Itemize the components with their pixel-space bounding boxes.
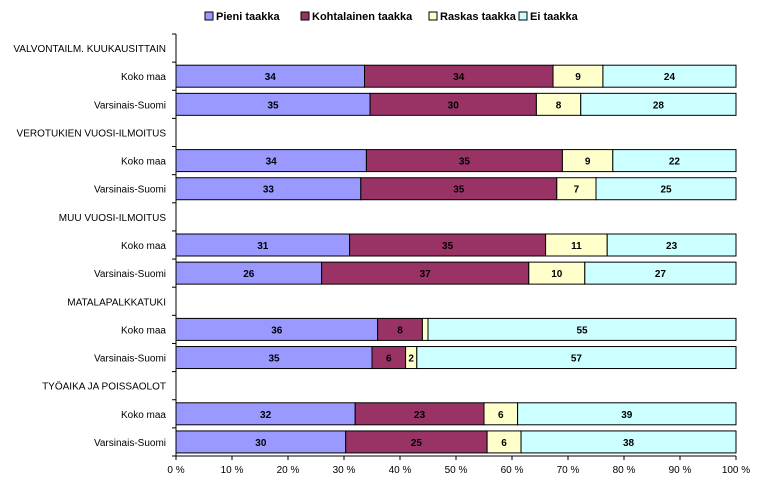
bar-value-label: 34 — [453, 72, 465, 83]
bar-value-label: 2 — [408, 354, 414, 365]
legend-item: Kohtalainen taakka — [300, 11, 413, 23]
legend-label: Raskas taakka — [440, 11, 517, 23]
bar-segment — [584, 261, 737, 285]
bar-value-label: 57 — [571, 354, 583, 365]
row-label: Koko maa — [121, 410, 166, 421]
legend-label: Pieni taakka — [216, 11, 280, 23]
group-label: TYÖAIKA JA POISSAOLOT — [42, 381, 166, 393]
row-label: Varsinais-Suomi — [94, 438, 166, 449]
bar-value-label: 6 — [501, 438, 507, 449]
x-tick-label: 50 % — [445, 465, 468, 476]
group-label: MUU VUOSI-ILMOITUS — [59, 213, 167, 224]
bar-segment — [602, 64, 737, 88]
bar-value-label: 35 — [268, 354, 280, 365]
bar-segment — [416, 346, 737, 370]
bar-value-label: 35 — [459, 157, 471, 168]
bar-value-label: 8 — [397, 325, 403, 336]
row-label: Varsinais-Suomi — [94, 269, 166, 280]
x-tick-label: 40 % — [389, 465, 412, 476]
group-label: VEROTUKIEN VUOSI-ILMOITUS — [17, 128, 167, 139]
bar-value-label: 23 — [414, 410, 426, 421]
bar-value-label: 34 — [265, 72, 277, 83]
bar-value-label: 30 — [448, 100, 460, 111]
bar-value-label: 33 — [263, 185, 275, 196]
bar-value-label: 37 — [420, 269, 432, 280]
bar-segment — [606, 233, 737, 257]
row-label: Koko maa — [121, 157, 166, 168]
bar-value-label: 55 — [576, 325, 588, 336]
x-tick-label: 20 % — [277, 465, 300, 476]
bar-value-label: 25 — [660, 185, 672, 196]
group-label: VALVONTAILM. KUUKAUSITTAIN — [13, 44, 166, 55]
bar-value-label: 38 — [623, 438, 635, 449]
legend-swatch — [428, 11, 438, 21]
row-label: Varsinais-Suomi — [94, 354, 166, 365]
x-tick-label: 80 % — [613, 465, 636, 476]
bar-value-label: 8 — [556, 100, 562, 111]
bar-value-label: 25 — [411, 438, 423, 449]
bar-value-label: 6 — [386, 354, 392, 365]
group-label: MATALAPALKKATUKI — [67, 297, 166, 308]
legend-item: Pieni taakka — [204, 11, 280, 23]
bar-value-label: 22 — [669, 157, 681, 168]
legend-swatch — [518, 11, 528, 21]
bar-value-label: 9 — [585, 157, 591, 168]
bar-segment — [595, 177, 737, 201]
bar-value-label: 35 — [267, 100, 279, 111]
legend-item: Raskas taakka — [428, 11, 517, 23]
bar-segment — [520, 430, 737, 454]
bar-value-label: 30 — [255, 438, 267, 449]
bar-value-label: 24 — [664, 72, 676, 83]
x-tick-label: 100 % — [722, 465, 750, 476]
bar-value-label: 35 — [453, 185, 465, 196]
x-tick-label: 0 % — [167, 465, 184, 476]
legend-label: Ei taakka — [530, 11, 579, 23]
row-label: Koko maa — [121, 72, 166, 83]
bar-segment — [517, 402, 737, 426]
row-label: Varsinais-Suomi — [94, 100, 166, 111]
legend-item: Ei taakka — [518, 11, 579, 23]
bar-value-label: 11 — [571, 241, 582, 252]
bar-value-label: 10 — [551, 269, 563, 280]
legend-swatch — [204, 11, 214, 21]
x-tick-label: 60 % — [501, 465, 524, 476]
bar-segment — [421, 317, 429, 341]
legend-label: Kohtalainen taakka — [312, 11, 413, 23]
bar-value-label: 32 — [260, 410, 272, 421]
bar-value-label: 35 — [442, 241, 454, 252]
bar-value-label: 27 — [655, 269, 667, 280]
x-tick-label: 70 % — [557, 465, 580, 476]
x-tick-label: 90 % — [669, 465, 692, 476]
bar-value-label: 39 — [621, 410, 633, 421]
bar-value-label: 34 — [266, 157, 278, 168]
x-tick-label: 30 % — [333, 465, 356, 476]
row-label: Koko maa — [121, 241, 166, 252]
row-label: Koko maa — [121, 325, 166, 336]
row-label: Varsinais-Suomi — [94, 185, 166, 196]
bar-segment — [580, 92, 737, 116]
legend-swatch — [300, 11, 310, 21]
bar-value-label: 36 — [271, 325, 283, 336]
bar-value-label: 26 — [243, 269, 255, 280]
bar-value-label: 9 — [575, 72, 581, 83]
bar-value-label: 31 — [257, 241, 269, 252]
bar-segment — [427, 317, 737, 341]
bar-value-label: 23 — [666, 241, 678, 252]
x-tick-label: 10 % — [221, 465, 244, 476]
bar-segment — [612, 149, 737, 173]
bar-value-label: 6 — [498, 410, 504, 421]
bar-value-label: 7 — [574, 185, 580, 196]
bar-value-label: 28 — [653, 100, 665, 111]
